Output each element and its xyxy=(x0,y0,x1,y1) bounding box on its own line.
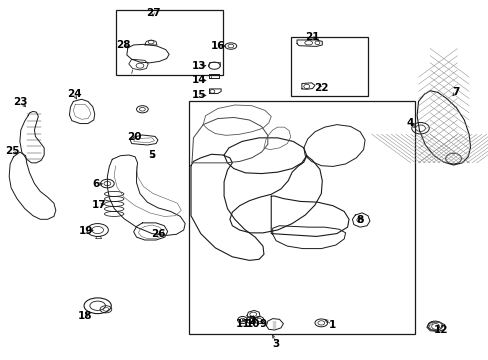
Text: 16: 16 xyxy=(210,41,224,51)
Text: 3: 3 xyxy=(272,339,279,348)
Text: 10: 10 xyxy=(245,319,260,329)
Text: 27: 27 xyxy=(145,8,160,18)
Text: 8: 8 xyxy=(356,215,363,225)
Bar xyxy=(116,10,222,75)
Text: 14: 14 xyxy=(191,75,205,85)
Text: 23: 23 xyxy=(14,97,28,107)
Text: 20: 20 xyxy=(127,132,142,142)
Text: 21: 21 xyxy=(305,32,319,42)
Text: 5: 5 xyxy=(148,150,155,160)
Text: 13: 13 xyxy=(191,61,205,71)
Text: 6: 6 xyxy=(92,179,100,189)
Text: 24: 24 xyxy=(67,89,81,99)
Text: 2: 2 xyxy=(248,316,255,326)
Text: 1: 1 xyxy=(328,320,335,330)
Text: 25: 25 xyxy=(5,147,20,157)
Text: 7: 7 xyxy=(451,87,458,98)
Text: 22: 22 xyxy=(313,83,328,93)
Text: 15: 15 xyxy=(191,90,205,100)
Text: 4: 4 xyxy=(406,118,413,128)
Text: 17: 17 xyxy=(91,200,106,210)
Text: 19: 19 xyxy=(79,226,93,236)
Text: 9: 9 xyxy=(259,319,266,329)
Text: 26: 26 xyxy=(150,229,165,239)
Bar xyxy=(290,37,368,96)
Text: 12: 12 xyxy=(433,325,447,335)
Text: 18: 18 xyxy=(78,311,92,321)
Text: 28: 28 xyxy=(116,40,130,50)
Bar xyxy=(188,102,414,334)
Text: 11: 11 xyxy=(236,319,250,329)
